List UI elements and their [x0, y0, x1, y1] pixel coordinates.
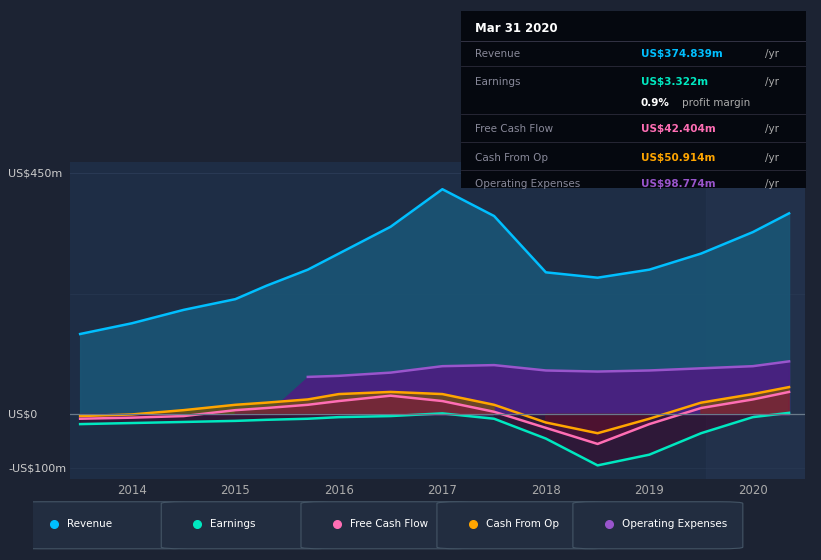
Bar [706, 162, 805, 479]
Text: Cash From Op: Cash From Op [475, 153, 548, 162]
FancyBboxPatch shape [437, 502, 607, 549]
Text: US$50.914m: US$50.914m [640, 153, 715, 162]
Text: /yr: /yr [765, 77, 779, 87]
Text: Earnings: Earnings [210, 519, 256, 529]
Text: Revenue: Revenue [475, 49, 521, 59]
Text: /yr: /yr [765, 153, 779, 162]
Text: /yr: /yr [765, 124, 779, 134]
Text: US$450m: US$450m [8, 168, 62, 178]
Text: US$3.322m: US$3.322m [640, 77, 708, 87]
Text: Earnings: Earnings [475, 77, 521, 87]
Text: Free Cash Flow: Free Cash Flow [475, 124, 553, 134]
Text: /yr: /yr [765, 49, 779, 59]
FancyBboxPatch shape [18, 502, 188, 549]
Text: US$98.774m: US$98.774m [640, 179, 715, 189]
Text: 0.9%: 0.9% [640, 98, 670, 108]
Text: Operating Expenses: Operating Expenses [475, 179, 580, 189]
Text: Operating Expenses: Operating Expenses [622, 519, 727, 529]
Text: Cash From Op: Cash From Op [486, 519, 559, 529]
FancyBboxPatch shape [161, 502, 331, 549]
FancyBboxPatch shape [301, 502, 471, 549]
Text: -US$100m: -US$100m [8, 463, 67, 473]
Text: Revenue: Revenue [67, 519, 112, 529]
Text: US$0: US$0 [8, 409, 38, 419]
Text: Mar 31 2020: Mar 31 2020 [475, 22, 557, 35]
Text: profit margin: profit margin [682, 98, 750, 108]
Text: /yr: /yr [765, 179, 779, 189]
Text: Free Cash Flow: Free Cash Flow [350, 519, 429, 529]
Text: US$374.839m: US$374.839m [640, 49, 722, 59]
FancyBboxPatch shape [573, 502, 743, 549]
Text: US$42.404m: US$42.404m [640, 124, 715, 134]
